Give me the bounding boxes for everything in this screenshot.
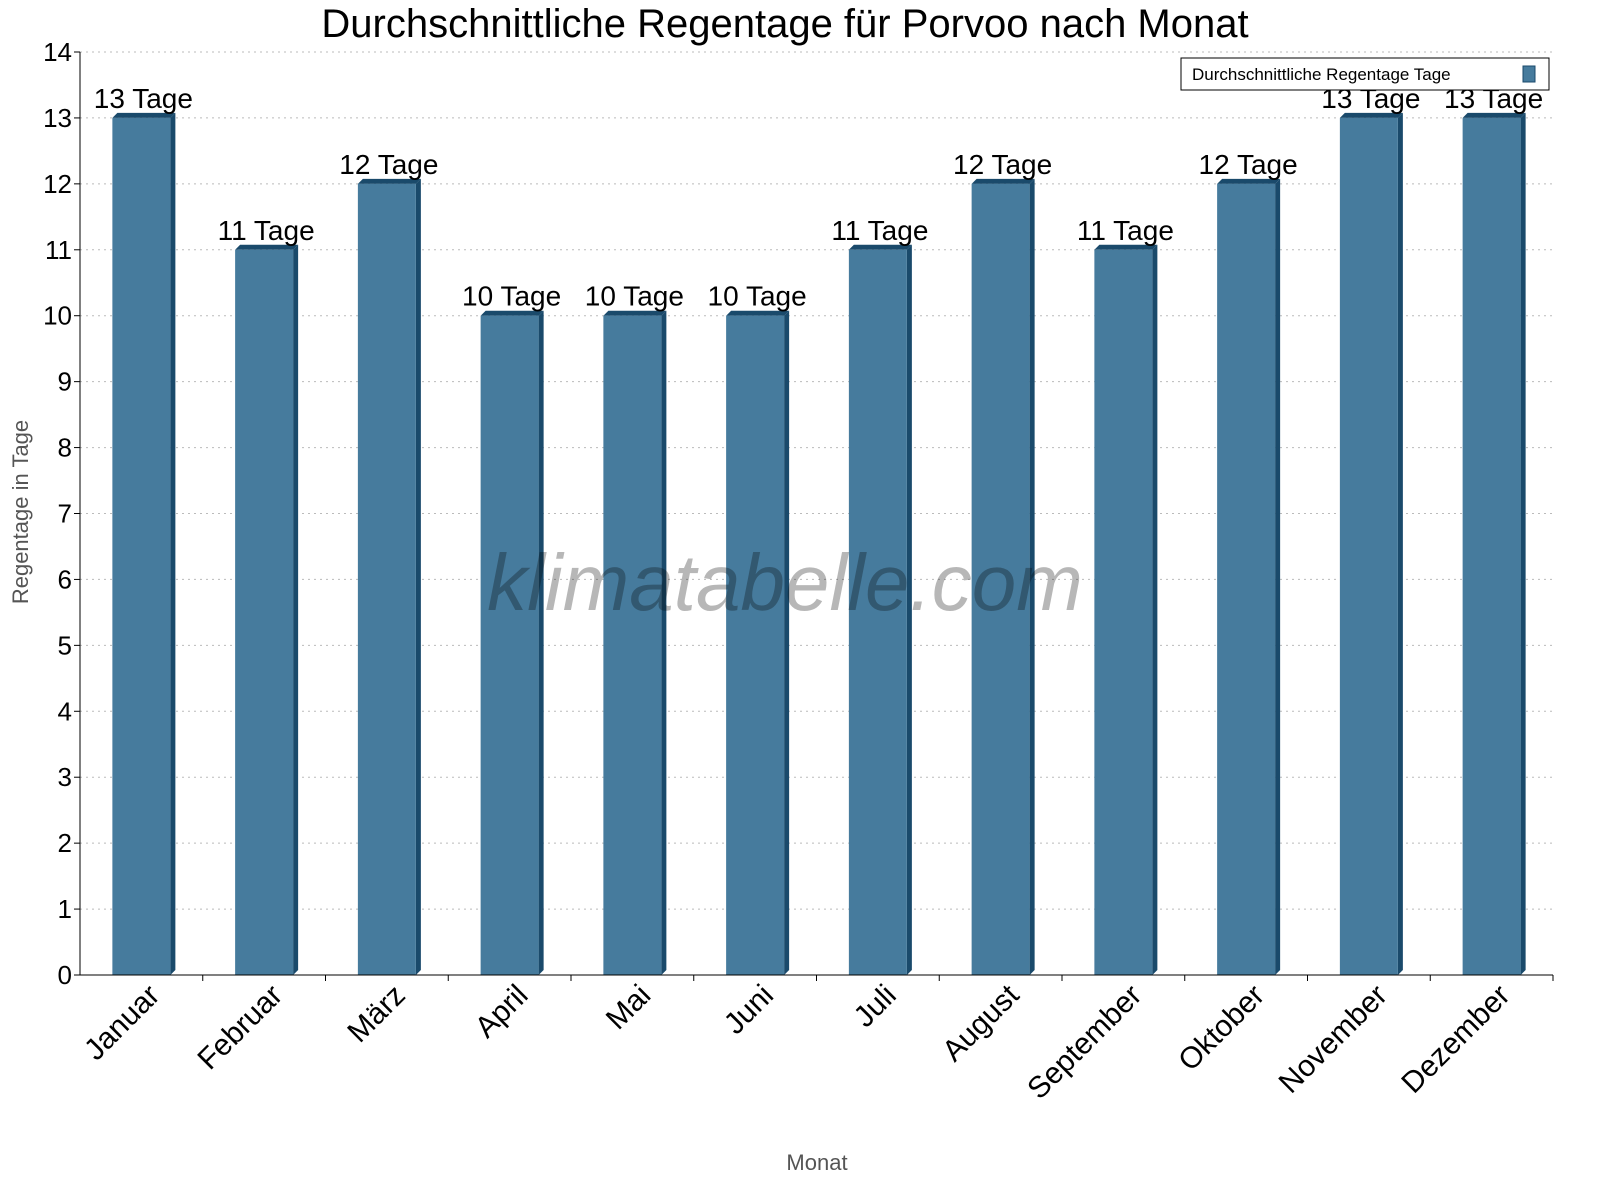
x-tick-label: Mai	[600, 979, 658, 1037]
x-tick-label: Oktober	[1172, 979, 1271, 1078]
y-tick-label: 11	[45, 235, 72, 265]
y-tick-label: 7	[58, 499, 72, 529]
data-label: 12 Tage	[953, 149, 1052, 180]
bar-top	[1339, 112, 1403, 118]
data-label: 11 Tage	[1077, 215, 1174, 246]
data-label: 12 Tage	[339, 149, 438, 180]
y-tick-label: 3	[58, 762, 72, 792]
bar-side	[784, 310, 790, 975]
bar-side	[170, 112, 176, 975]
data-label: 11 Tage	[831, 215, 928, 246]
x-tick-label: November	[1273, 979, 1394, 1100]
data-label: 11 Tage	[218, 215, 315, 246]
x-tick-label: Januar	[78, 979, 166, 1067]
bar	[1462, 117, 1521, 975]
bar-side	[906, 244, 912, 976]
y-axis-title: Regentage in Tage	[8, 420, 33, 604]
bar	[480, 315, 539, 975]
bar-side	[1029, 178, 1035, 975]
x-tick-label: Februar	[191, 979, 289, 1077]
bar-top	[235, 244, 299, 250]
y-tick-label: 13	[43, 103, 72, 133]
bars: 13 Tage 11 Tage 12 Tage 10 Tage 10 Tage 10 Ta…	[94, 83, 1543, 976]
bar	[1094, 249, 1153, 976]
bar-side	[538, 310, 544, 975]
bar-side	[415, 178, 421, 975]
bar-side	[1275, 178, 1281, 975]
bar	[1339, 117, 1398, 975]
bar	[235, 249, 294, 976]
watermark: klimatabelle.com	[487, 538, 1083, 627]
data-label: 12 Tage	[1199, 149, 1298, 180]
bar-side	[1520, 112, 1526, 975]
bar	[971, 183, 1030, 975]
bar-top	[726, 310, 790, 316]
bar	[357, 183, 416, 975]
legend: Durchschnittliche Regentage Tage	[1180, 57, 1550, 91]
bar-top	[1217, 178, 1281, 184]
y-tick-label: 8	[58, 433, 72, 463]
x-tick-label: April	[469, 979, 535, 1045]
y-tick-label: 6	[58, 564, 72, 594]
bar	[1217, 183, 1276, 975]
chart-title: Durchschnittliche Regentage für Porvoo n…	[321, 2, 1248, 46]
y-tick-label: 0	[58, 960, 72, 990]
bar-side	[1152, 244, 1158, 976]
bar-side	[661, 310, 667, 975]
y-tick-label: 5	[58, 630, 72, 660]
bar-top	[480, 310, 544, 316]
data-label: 13 Tage	[94, 83, 193, 114]
legend-label: Durchschnittliche Regentage Tage	[1192, 65, 1451, 84]
data-label: 10 Tage	[708, 281, 807, 312]
legend-swatch	[1522, 65, 1536, 83]
x-tick-label: März	[341, 979, 411, 1049]
y-tick-label: 14	[43, 37, 72, 67]
y-tick-label: 9	[58, 367, 72, 397]
bar	[848, 249, 907, 976]
bar	[726, 315, 785, 975]
y-tick-label: 1	[58, 894, 72, 924]
x-tick-label: August	[936, 978, 1026, 1068]
data-label: 10 Tage	[462, 281, 561, 312]
bar-top	[112, 112, 176, 118]
bar	[112, 117, 171, 975]
x-tick-label: Dezember	[1395, 979, 1516, 1100]
y-tick-label: 4	[58, 696, 72, 726]
bar-top	[848, 244, 912, 250]
y-tick-label: 10	[43, 301, 72, 331]
y-tick-label: 2	[58, 828, 72, 858]
x-axis-title: Monat	[786, 1150, 847, 1175]
x-tick-label: Juli	[848, 979, 903, 1034]
data-label: 10 Tage	[585, 281, 684, 312]
y-tick-label: 12	[43, 169, 72, 199]
bar	[603, 315, 662, 975]
bar-top	[603, 310, 667, 316]
x-tick-label: Juni	[718, 979, 780, 1041]
bar-top	[1462, 112, 1526, 118]
bar-side	[293, 244, 299, 976]
bar-side	[1397, 112, 1403, 975]
bar-top	[971, 178, 1035, 184]
grid	[80, 51, 1553, 910]
x-tick-label: September	[1021, 979, 1148, 1106]
bar-top	[357, 178, 421, 184]
bar-top	[1094, 244, 1158, 250]
